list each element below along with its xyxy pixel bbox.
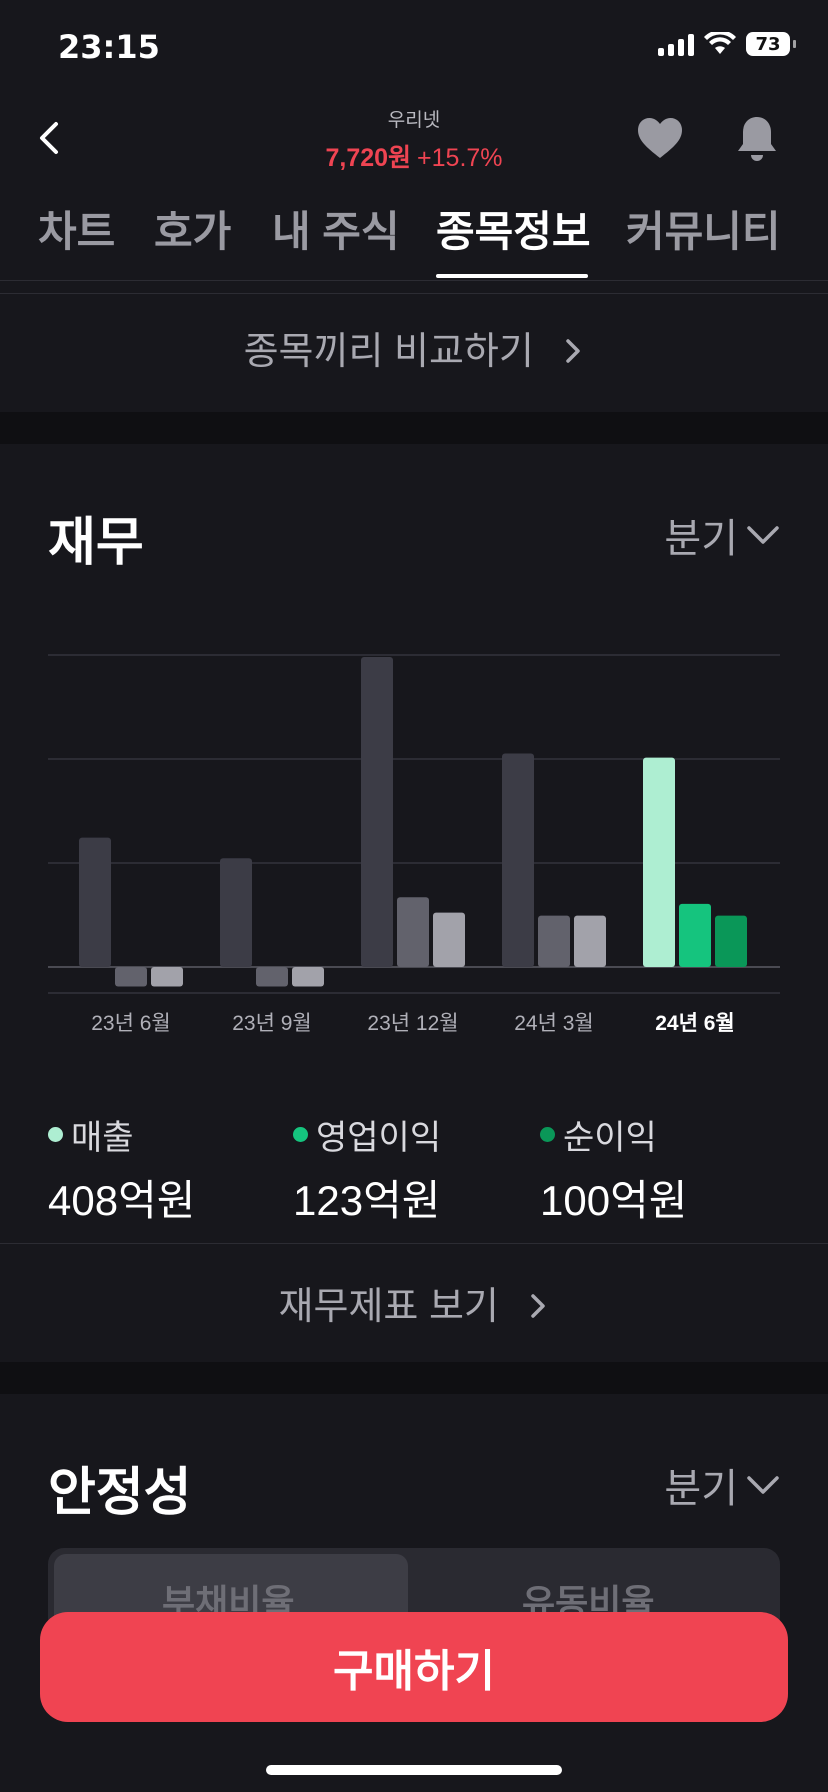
- chevron-down-icon: [747, 526, 779, 544]
- compare-stocks-link[interactable]: 종목끼리 비교하기: [0, 320, 828, 382]
- tab-my-stock[interactable]: 내 주식: [272, 208, 400, 255]
- financials-period-label: 분기: [664, 517, 738, 561]
- chevron-right-icon: [566, 339, 581, 363]
- home-indicator: [266, 1765, 562, 1775]
- buy-button[interactable]: 구매하기: [40, 1612, 788, 1722]
- financials-title: 재무: [48, 514, 144, 572]
- legend-operating-profit-value: 123억원: [293, 1177, 441, 1224]
- bar-revenue: [643, 757, 675, 967]
- section-divider: [0, 412, 828, 444]
- stability-period-dropdown[interactable]: 분기: [664, 1456, 780, 1514]
- bar-net-income: [292, 967, 324, 987]
- x-tick-label: 24년 3월: [514, 1012, 594, 1035]
- status-icons: 73: [658, 32, 796, 56]
- financial-statements-link[interactable]: 재무제표 보기: [0, 1275, 828, 1330]
- section-divider: [0, 1362, 828, 1394]
- legend-operating-profit-dot: [293, 1127, 308, 1142]
- financial-statements-label: 재무제표 보기: [278, 1286, 499, 1328]
- bar-revenue: [361, 657, 393, 967]
- x-tick-label: 23년 9월: [232, 1012, 312, 1035]
- chevron-right-icon: [531, 1294, 546, 1318]
- stability-title: 안정성: [48, 1464, 192, 1522]
- legend-net-income-dot: [540, 1127, 555, 1142]
- tab-stock-info[interactable]: 종목정보: [436, 208, 591, 255]
- bar-operating-profit: [538, 915, 570, 967]
- price-value: 7,720원: [325, 144, 412, 172]
- bar-net-income: [151, 967, 183, 987]
- chevron-down-icon: [747, 1476, 779, 1494]
- bar-net-income: [715, 915, 747, 967]
- tab-community[interactable]: 커뮤니티: [626, 208, 781, 255]
- legend-revenue: 매출 408억원: [48, 1110, 195, 1228]
- cellular-signal-icon: [658, 32, 694, 56]
- compare-stocks-label: 종목끼리 비교하기: [243, 331, 534, 373]
- tab-orderbook[interactable]: 호가: [154, 208, 232, 255]
- legend-revenue-value: 408억원: [48, 1177, 196, 1224]
- legend-net-income: 순이익 100억원: [540, 1110, 687, 1228]
- price-change: +15.7%: [417, 144, 503, 172]
- stock-price: 7,720원 +15.7%: [0, 138, 828, 174]
- bar-net-income: [574, 915, 606, 967]
- status-time: 23:15: [58, 28, 160, 66]
- legend-operating-profit-label: 영업이익: [316, 1119, 442, 1157]
- legend-revenue-label: 매출: [71, 1119, 134, 1157]
- financials-period-dropdown[interactable]: 분기: [664, 506, 780, 564]
- x-tick-label: 23년 12월: [367, 1012, 458, 1035]
- tab-bar: 차트 호가 내 주식 종목정보 커뮤니티: [0, 198, 828, 281]
- bar-revenue: [502, 753, 534, 967]
- legend-net-income-label: 순이익: [563, 1119, 657, 1157]
- x-tick-label: 23년 6월: [91, 1012, 171, 1035]
- battery-icon: 73: [746, 32, 796, 56]
- bar-revenue: [220, 858, 252, 967]
- bar-operating-profit: [397, 897, 429, 967]
- divider: [0, 1243, 828, 1244]
- bar-operating-profit: [115, 967, 147, 987]
- bar-revenue: [79, 837, 111, 967]
- financials-bar-chart: 23년 6월 23년 9월 23년 12월 24년 3월 24년 6월: [48, 654, 780, 1035]
- bar-operating-profit: [679, 903, 711, 967]
- stability-period-label: 분기: [664, 1467, 738, 1511]
- legend-net-income-value: 100억원: [540, 1177, 688, 1224]
- stock-name: 우리넷: [387, 110, 441, 131]
- back-icon[interactable]: [32, 118, 72, 158]
- bell-icon[interactable]: [733, 114, 781, 164]
- wifi-icon: [704, 32, 736, 54]
- x-tick-label: 24년 6월: [655, 1012, 735, 1035]
- legend-revenue-dot: [48, 1127, 63, 1142]
- heart-icon[interactable]: [636, 116, 684, 160]
- tab-chart[interactable]: 차트: [38, 208, 116, 255]
- legend-operating-profit: 영업이익 123억원: [293, 1110, 441, 1228]
- divider: [0, 293, 828, 294]
- bar-operating-profit: [256, 967, 288, 987]
- bar-net-income: [433, 912, 465, 967]
- active-tab-indicator: [436, 274, 588, 278]
